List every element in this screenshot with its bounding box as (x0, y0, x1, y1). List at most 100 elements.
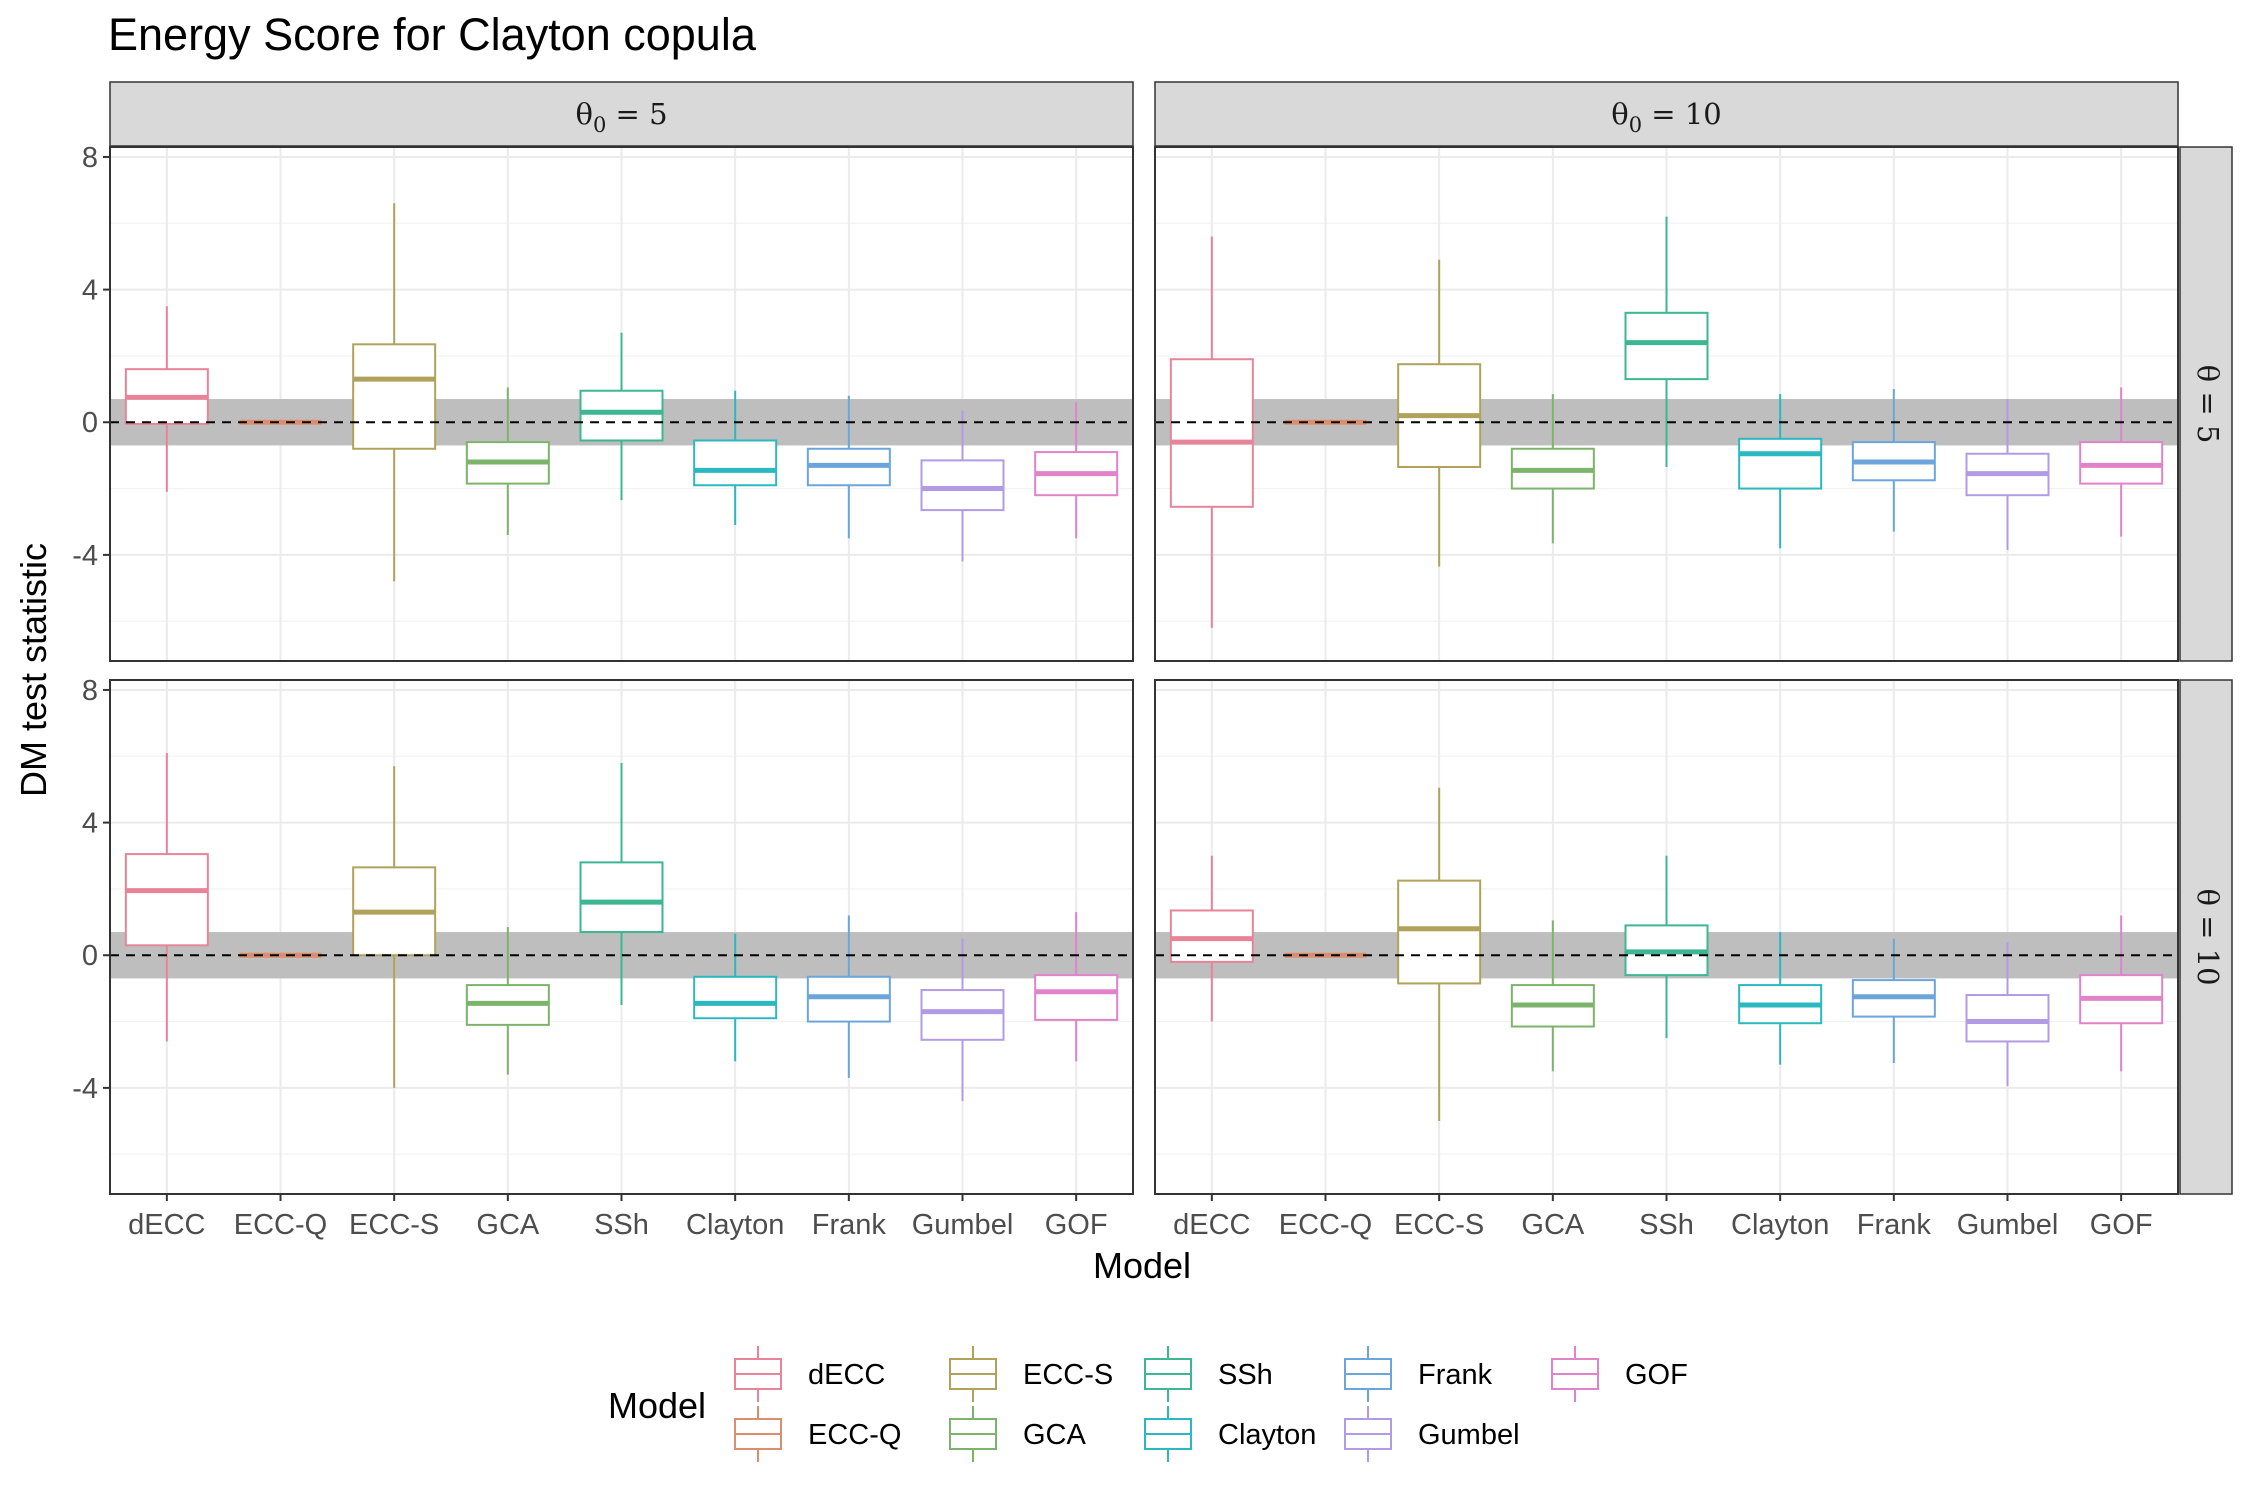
box-Clayton (1738, 932, 1823, 1065)
box-Frank (1851, 389, 1936, 532)
x-tick-label: Clayton (686, 1209, 784, 1241)
legend-label: Clayton (1218, 1419, 1316, 1451)
box-iqr (693, 975, 778, 1020)
legend-label: GOF (1625, 1359, 1688, 1391)
box-GCA (465, 927, 550, 1075)
row-strip-label: θ = 10 (2191, 888, 2225, 985)
x-tick-label: Gumbel (1957, 1209, 2059, 1241)
x-tick-label: GCA (1521, 1209, 1585, 1241)
legend-label: ECC-S (1023, 1359, 1113, 1391)
y-tick-label: 0 (82, 940, 98, 972)
legend-label: Frank (1418, 1359, 1493, 1391)
box-iqr (1624, 311, 1709, 381)
box-iqr (124, 853, 209, 947)
box-SSh (579, 762, 664, 1005)
y-tick-label: 4 (82, 808, 98, 840)
legend-title: Model (608, 1385, 706, 1426)
legend-label: SSh (1218, 1359, 1273, 1391)
legend-label: GCA (1023, 1419, 1087, 1451)
x-tick-label: Clayton (1731, 1209, 1829, 1241)
x-tick-label: dECC (128, 1209, 205, 1241)
box-SSh (579, 332, 664, 501)
box-GOF (2079, 387, 2164, 537)
box-Clayton (693, 390, 778, 526)
legend-item-GCA: GCA (949, 1406, 1087, 1462)
x-tick-label: ECC-S (1394, 1209, 1484, 1241)
box-dECC (1169, 236, 1254, 628)
box-Frank (1851, 938, 1936, 1064)
legend-item-dECC: dECC (734, 1346, 885, 1402)
legend-label: ECC-Q (808, 1419, 901, 1451)
chart-title: Energy Score for Clayton copula (108, 9, 757, 60)
x-tick-label: ECC-Q (234, 1209, 327, 1241)
box-Frank (806, 915, 891, 1078)
box-iqr (920, 459, 1005, 512)
box-Gumbel (920, 938, 1005, 1102)
box-GCA (1510, 394, 1595, 544)
box-Gumbel (1965, 941, 2050, 1087)
x-tick-label: ECC-Q (1279, 1209, 1372, 1241)
box-iqr (1169, 358, 1254, 508)
box-GOF (2079, 915, 2164, 1072)
x-axis-title: Model (1093, 1245, 1191, 1286)
box-iqr (1965, 994, 2050, 1043)
box-GCA (1510, 920, 1595, 1072)
box-iqr (579, 389, 664, 442)
column-strip-label: θ0 = 10 (1611, 97, 1721, 137)
box-ECC-S (352, 766, 437, 1088)
panel-border (109, 146, 1134, 662)
y-tick-label: 8 (82, 142, 98, 174)
column-strip (1154, 81, 2179, 147)
box-GOF (1034, 912, 1119, 1062)
box-ECC-S (1397, 787, 1482, 1122)
x-tick-label: Frank (1857, 1209, 1932, 1241)
legend-label: dECC (808, 1359, 885, 1391)
box-iqr (1738, 437, 1823, 490)
box-SSh (1624, 855, 1709, 1039)
legend-item-Clayton: Clayton (1144, 1406, 1316, 1462)
box-Clayton (1738, 394, 1823, 549)
box-dECC (1169, 855, 1254, 1022)
box-GOF (1034, 402, 1119, 539)
y-tick-label: -4 (72, 540, 98, 572)
row-strip (2179, 146, 2233, 662)
box-GCA (465, 387, 550, 535)
box-iqr (1034, 974, 1119, 1021)
legend-item-Gumbel: Gumbel (1344, 1406, 1520, 1462)
box-iqr (920, 989, 1005, 1041)
row-strip (2179, 679, 2233, 1195)
x-tick-label: dECC (1173, 1209, 1250, 1241)
legend-item-SSh: SSh (1144, 1346, 1273, 1402)
box-dECC (124, 752, 209, 1042)
y-tick-label: 8 (82, 675, 98, 707)
y-tick-label: 0 (82, 407, 98, 439)
x-tick-label: Gumbel (912, 1209, 1014, 1241)
panel-border (1154, 146, 2179, 662)
box-ECC-S (1397, 259, 1482, 567)
box-iqr (1397, 879, 1482, 985)
legend-item-ECC-Q: ECC-Q (734, 1406, 901, 1462)
box-dECC (124, 306, 209, 492)
box-iqr (693, 439, 778, 487)
y-tick-label: 4 (82, 275, 98, 307)
legend-item-ECC-S: ECC-S (949, 1346, 1113, 1402)
legend-item-GOF: GOF (1551, 1346, 1688, 1402)
legend: Model dECC ECC-Q ECC-S GCA SSh Clayton Frank Gu… (608, 1346, 1688, 1462)
row-strip-label: θ = 5 (2191, 365, 2225, 444)
box-iqr (579, 861, 664, 934)
x-tick-label: ECC-S (349, 1209, 439, 1241)
column-strip (109, 81, 1134, 147)
box-Gumbel (1965, 399, 2050, 550)
x-tick-label: Frank (812, 1209, 887, 1241)
box-SSh (1624, 216, 1709, 468)
x-tick-label: SSh (1639, 1209, 1694, 1241)
box-iqr (352, 343, 437, 450)
box-Clayton (693, 933, 778, 1062)
box-Frank (806, 395, 891, 539)
x-tick-label: GOF (2090, 1209, 2153, 1241)
y-axis-title: DM test statistic (13, 543, 54, 797)
box-Gumbel (920, 410, 1005, 562)
legend-label: Gumbel (1418, 1419, 1520, 1451)
column-strip-label: θ0 = 5 (575, 97, 667, 137)
